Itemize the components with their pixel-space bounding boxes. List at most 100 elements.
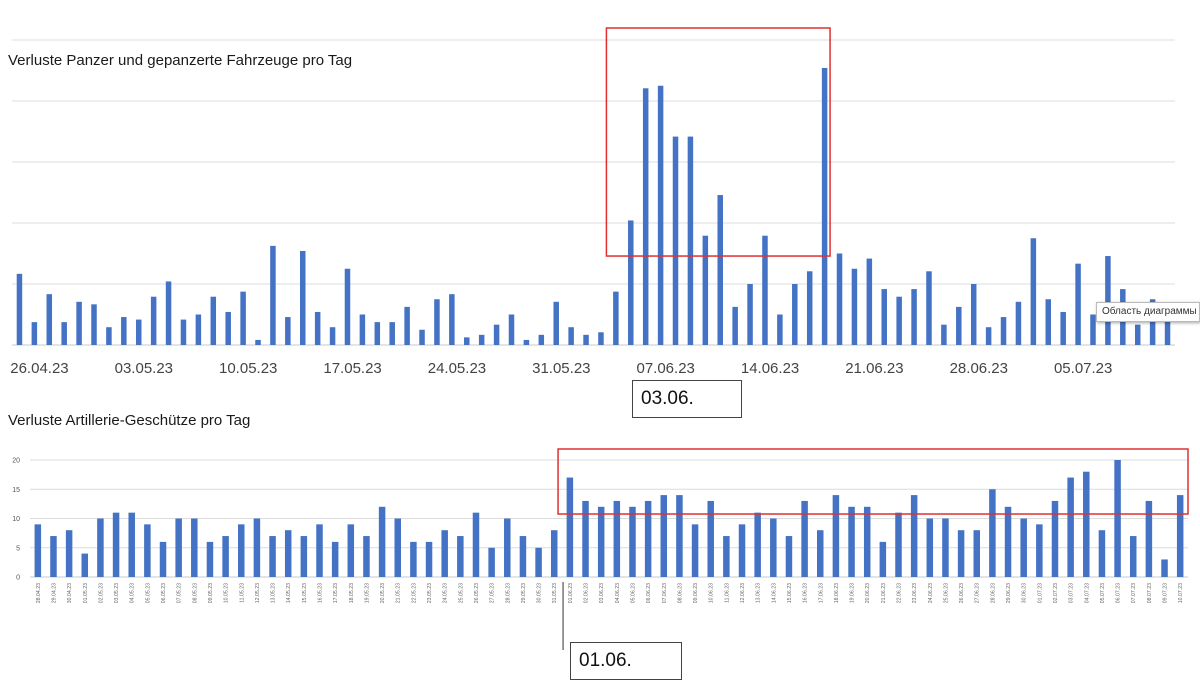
chart-2-x-tick-label: 13.06.23 [756, 583, 762, 603]
chart-1-bar [508, 314, 515, 345]
chart-2-bar [1020, 518, 1027, 577]
chart-1-x-tick-label: 10.05.23 [219, 360, 277, 377]
chart-2-bar [504, 518, 511, 577]
chart-2-bar [707, 500, 714, 577]
chart-1-bar [911, 289, 917, 345]
chart-2-bar [488, 547, 495, 577]
chart-2-bar [284, 530, 292, 577]
chart-2-x-tick-label: 30.05.23 [537, 583, 543, 603]
chart-1-bar [1015, 301, 1022, 345]
chart-2-bar [1129, 536, 1137, 577]
chart-2-bar [738, 524, 746, 577]
chart-2-x-tick-label: 05.05.23 [145, 583, 151, 603]
chart-2-x-tick-label: 25.06.23 [943, 583, 949, 603]
chart-1-bar [374, 322, 381, 345]
chart-2-x-tick-label: 15.05.23 [302, 583, 308, 603]
chart-1-bar [806, 271, 813, 345]
chart-1-x-tick-label: 17.05.23 [323, 360, 381, 377]
chart-1-bar [956, 306, 962, 345]
chart-1-bar [329, 327, 336, 345]
chart-1-bar [1030, 238, 1037, 345]
chart-2-bar [363, 536, 370, 577]
chart-2-bar [269, 536, 276, 577]
chart-2-x-tick-label: 26.06.23 [959, 583, 965, 603]
chart-2-bar [394, 518, 401, 577]
chart-2-x-tick-label: 19.05.23 [364, 583, 370, 603]
chart-1-bar [583, 334, 589, 345]
chart-1-bar [717, 195, 723, 345]
chart-1-bar [31, 322, 38, 345]
chart-1-x-tick-label: 28.06.23 [950, 360, 1008, 377]
chart-2-bar [81, 553, 89, 577]
chart-1-bar [76, 301, 82, 345]
chart-1-bar [464, 337, 470, 345]
chart-2-x-tick-label: 10.06.23 [709, 583, 715, 603]
chart-1-bar [1075, 263, 1081, 345]
chart-2-bar [770, 518, 777, 577]
chart-2-x-tick-label: 29.06.23 [1006, 583, 1012, 603]
chart-1-bar [523, 339, 530, 345]
chart-2-bar [316, 524, 323, 577]
chart-2-bar [879, 541, 887, 577]
chart-1-bar [150, 296, 157, 345]
chart-2-bar [175, 518, 182, 577]
chart-1-x-tick-label: 26.04.23 [10, 360, 68, 377]
chart-2-x-tick-label: 02.07.23 [1053, 583, 1059, 603]
chart-1-x-tick-label: 03.05.23 [115, 360, 173, 377]
chart-2-x-tick-label: 15.06.23 [787, 583, 793, 603]
chart-1-bar [135, 319, 142, 345]
chart-2-bar [1098, 530, 1106, 577]
chart-1-bar [926, 271, 932, 345]
chart-2-x-tick-label: 01.07.23 [1037, 583, 1043, 603]
chart-1-title: Verluste Panzer und gepanzerte Fahrzeuge… [8, 52, 353, 69]
chart-1-x-tick-label: 14.06.23 [741, 360, 799, 377]
chart-1-bar [866, 258, 873, 345]
chart-2-x-tick-label: 11.06.23 [724, 583, 730, 603]
chart-2-bar [238, 524, 245, 577]
chart-2-bar [660, 495, 668, 577]
chart-1-x-tick-label: 05.07.23 [1054, 360, 1112, 377]
chart-1-x-tick-label: 21.06.23 [845, 360, 903, 377]
chart-2-x-tick-label: 03.07.23 [1069, 583, 1075, 603]
chart-1-bar [1045, 299, 1052, 345]
chart-2-x-tick-label: 24.05.23 [443, 583, 449, 603]
chart-1-bar [1060, 311, 1066, 345]
chart-2-x-tick-label: 08.06.23 [677, 583, 683, 603]
chart-2-bar [441, 530, 448, 577]
chart-1-x-tick-label: 24.05.23 [428, 360, 486, 377]
chart-1-bar [687, 136, 694, 345]
chart-2-x-tick-label: 18.06.23 [834, 583, 840, 603]
chart-2-bar [144, 524, 151, 577]
chart-2-bar [926, 518, 934, 577]
chart-2-x-tick-label: 22.06.23 [897, 583, 903, 603]
chart-2-bar [629, 506, 636, 577]
chart-2-x-tick-label: 30.04.23 [67, 583, 73, 603]
chart-1-bar [851, 268, 858, 345]
chart-2-x-tick-label: 13.05.23 [271, 583, 277, 603]
chart-2-x-tick-label: 26.05.23 [474, 583, 480, 603]
chart-2-bar [973, 530, 980, 577]
chart-1-bar [777, 314, 783, 345]
chart-2-x-tick-label: 24.06.23 [928, 583, 934, 603]
chart-2-x-tick-label: 03.05.23 [114, 583, 120, 603]
chart-1-bar [1000, 317, 1007, 345]
chart-2-x-tick-label: 05.06.23 [630, 583, 636, 603]
chart-2-x-tick-label: 31.05.23 [552, 583, 558, 603]
chart-2-x-tick-label: 06.06.23 [646, 583, 652, 603]
chart-2-x-tick-label: 20.05.23 [380, 583, 386, 603]
chart-2-x-tick-label: 02.05.23 [98, 583, 104, 603]
chart-2-bar [535, 547, 542, 577]
chart-2-bar [34, 524, 42, 577]
chart-1-bar [270, 245, 276, 345]
chart-2-x-tick-label: 17.05.23 [333, 583, 339, 603]
chart-1-bar [1105, 256, 1111, 345]
chart-2-x-tick-label: 20.06.23 [865, 583, 871, 603]
chart-2-x-tick-label: 21.05.23 [396, 583, 402, 603]
chart-1-bar [389, 322, 395, 345]
chart-2-bar [65, 530, 73, 577]
chart-1-bar [225, 311, 231, 345]
chart-2-y-tick-label: 5 [16, 545, 20, 552]
chart-2-bar [691, 524, 699, 577]
chart-2-x-tick-label: 09.07.23 [1163, 583, 1169, 603]
date-callout-chart-1: 03.06. [632, 380, 742, 418]
